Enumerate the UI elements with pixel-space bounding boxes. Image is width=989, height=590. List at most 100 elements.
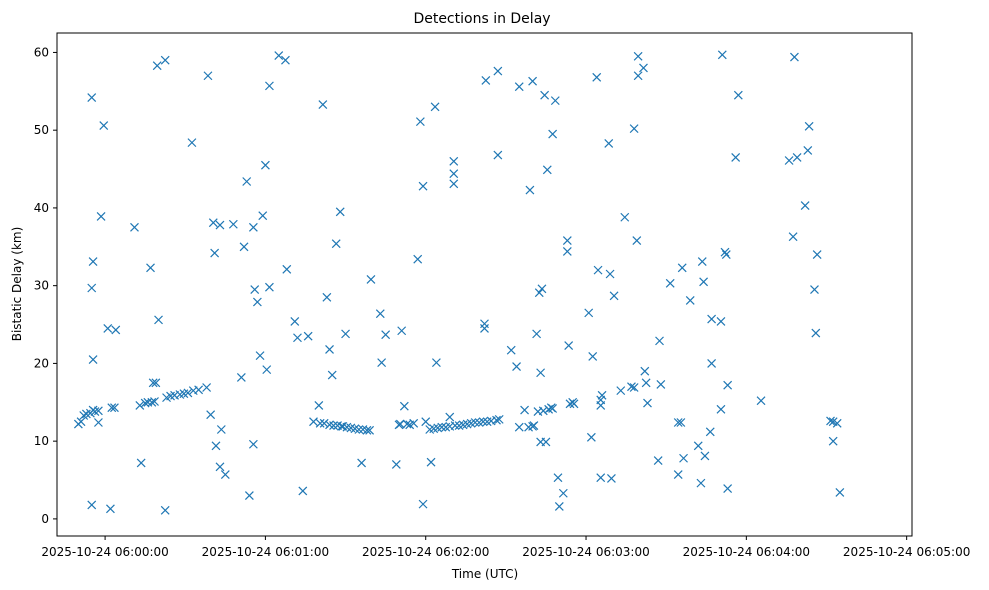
data-point: [541, 437, 551, 447]
data-point-stroke: [365, 425, 375, 435]
data-point-stroke: [632, 236, 642, 245]
data-point: [377, 358, 387, 368]
data-point: [826, 416, 835, 426]
data-point: [534, 288, 544, 298]
data-point: [723, 380, 733, 390]
data-point: [478, 417, 488, 427]
data-point: [800, 201, 810, 211]
data-point-stroke: [430, 102, 440, 112]
data-point: [99, 121, 109, 130]
data-point: [554, 502, 564, 511]
data-point: [282, 264, 292, 274]
data-point-stroke: [335, 207, 345, 217]
data-point: [564, 341, 574, 350]
data-point: [208, 218, 218, 228]
data-point: [525, 185, 535, 195]
data-point-stroke: [596, 400, 606, 410]
data-point-stroke: [274, 51, 284, 60]
data-point: [160, 55, 170, 65]
data-point-stroke: [107, 403, 117, 413]
data-point-stroke: [541, 437, 551, 447]
data-point-stroke: [480, 324, 489, 333]
data-point-stroke: [146, 263, 155, 273]
data-point: [673, 470, 683, 480]
data-point: [79, 411, 89, 420]
data-point: [239, 242, 249, 252]
data-point: [418, 181, 428, 191]
data-point: [512, 362, 521, 371]
data-point: [673, 418, 683, 427]
data-point: [244, 491, 254, 500]
data-point-stroke: [309, 417, 318, 427]
data-point: [430, 102, 440, 112]
data-point: [481, 75, 491, 85]
data-point: [76, 417, 86, 427]
data-point: [679, 453, 688, 463]
data-point: [629, 124, 639, 134]
data-point-stroke: [76, 417, 86, 427]
data-point-stroke: [381, 330, 391, 340]
data-point-stroke: [673, 418, 683, 427]
data-point-stroke: [812, 250, 822, 259]
data-point: [93, 406, 103, 416]
data-point: [537, 284, 547, 294]
data-point: [596, 400, 606, 410]
data-point-stroke: [377, 358, 387, 368]
data-point-stroke: [346, 423, 356, 433]
data-point: [88, 355, 98, 364]
data-point-stroke: [260, 160, 270, 170]
data-point: [160, 505, 170, 515]
data-point-stroke: [803, 145, 813, 155]
data-point-stroke: [641, 378, 651, 388]
data-point: [804, 121, 814, 131]
data-point: [381, 330, 391, 340]
data-point-stroke: [537, 284, 547, 294]
data-point-stroke: [150, 397, 159, 406]
data-point-stroke: [723, 380, 733, 390]
data-point-stroke: [569, 399, 579, 409]
data-point: [699, 277, 709, 287]
data-point-stroke: [588, 351, 598, 361]
data-point: [262, 365, 272, 375]
data-point-stroke: [792, 152, 802, 162]
y-axis: 0 10 20 30 40 50 60: [34, 45, 57, 526]
data-point: [707, 314, 717, 324]
data-point: [107, 403, 117, 413]
data-point-stroke: [397, 326, 407, 336]
data-point: [514, 422, 524, 432]
data-point-stroke: [699, 277, 709, 287]
data-point-stroke: [366, 275, 376, 284]
data-point-stroke: [318, 100, 328, 109]
data-point-stroke: [262, 365, 272, 375]
data-point-stroke: [93, 418, 103, 427]
data-point: [717, 50, 727, 60]
data-point-stroke: [362, 425, 372, 435]
data-point: [150, 397, 159, 406]
data-point: [418, 499, 428, 509]
data-point-stroke: [314, 400, 324, 410]
data-point: [298, 486, 308, 496]
y-axis-title: Bistatic Delay (km): [10, 227, 24, 342]
data-point: [93, 418, 103, 427]
data-point: [290, 317, 300, 326]
data-point: [152, 61, 162, 71]
data-point-stroke: [88, 355, 98, 364]
data-point-stroke: [620, 212, 630, 222]
data-point-stroke: [627, 382, 636, 392]
data-point: [540, 90, 550, 100]
data-point: [309, 417, 318, 427]
data-point-stroke: [640, 366, 650, 376]
data-point-stroke: [723, 484, 733, 494]
data-point-stroke: [449, 169, 459, 179]
data-point-stroke: [194, 385, 204, 395]
data-point-stroke: [550, 96, 560, 106]
y-tick-label: 20: [34, 356, 49, 370]
data-point-stroke: [696, 478, 706, 488]
data-point: [655, 336, 664, 346]
data-point: [325, 344, 334, 354]
data-point: [696, 478, 706, 488]
y-tick-label: 60: [34, 45, 49, 59]
data-point: [756, 396, 766, 406]
data-point-stroke: [183, 388, 193, 398]
data-point: [264, 282, 274, 292]
